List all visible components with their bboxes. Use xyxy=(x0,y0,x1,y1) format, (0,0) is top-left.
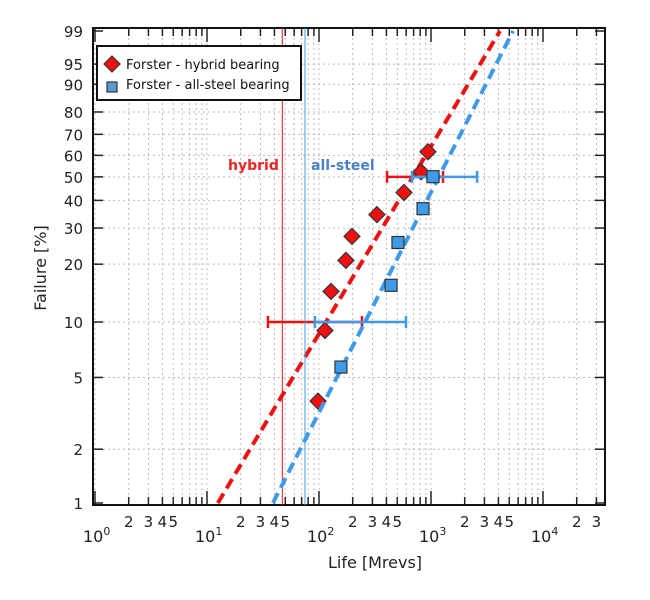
y-axis-label: Failure [%] xyxy=(31,225,50,310)
data-point-hybrid xyxy=(316,321,334,340)
y-tick-label: 20 xyxy=(64,256,83,274)
data-point-steel xyxy=(391,235,405,250)
x-axis-label: Life [Mrevs] xyxy=(328,553,422,572)
legend-label: Forster - hybrid bearing xyxy=(126,58,280,73)
x-minor-label: 2 xyxy=(348,513,358,531)
y-tick-label: 60 xyxy=(64,147,83,165)
data-point-hybrid xyxy=(368,205,386,224)
legend-label: Forster - all-steel bearing xyxy=(126,78,290,93)
y-tick-label: 2 xyxy=(73,441,83,459)
fit-line xyxy=(216,29,502,505)
data-point-hybrid xyxy=(343,227,361,246)
fit-line xyxy=(271,30,515,504)
legend-box xyxy=(96,45,302,101)
y-tick-label: 80 xyxy=(64,104,83,122)
x-minor-label: 3 xyxy=(592,513,602,531)
x-decade-label: 100 xyxy=(83,525,110,546)
y-tick-label: 5 xyxy=(73,369,83,387)
x-minor-label: 3 xyxy=(144,513,154,531)
plot-frame xyxy=(92,27,606,506)
x-minor-label: 4 xyxy=(494,513,504,531)
reference-label: hybrid xyxy=(228,158,279,174)
x-decade-label: 101 xyxy=(195,525,222,546)
data-point-steel xyxy=(384,278,398,292)
x-minor-label: 5 xyxy=(505,513,515,531)
reference-label: all-steel xyxy=(311,158,375,174)
data-point-hybrid xyxy=(337,251,355,270)
y-tick-label: 1 xyxy=(73,495,83,513)
y-tick-label: 95 xyxy=(64,56,83,74)
data-point-steel xyxy=(426,170,440,184)
data-point-hybrid xyxy=(322,282,340,301)
data-point-hybrid xyxy=(419,142,437,161)
x-minor-label: 3 xyxy=(368,513,378,531)
y-tick-label: 70 xyxy=(64,126,83,144)
x-decade-label: 103 xyxy=(419,525,446,546)
data-point-steel xyxy=(416,202,430,216)
x-minor-label: 5 xyxy=(281,513,291,531)
x-minor-label: 4 xyxy=(158,513,168,531)
data-point-hybrid xyxy=(395,183,413,202)
x-minor-label: 3 xyxy=(480,513,490,531)
x-minor-label: 2 xyxy=(124,513,134,531)
x-minor-label: 4 xyxy=(382,513,392,531)
x-minor-label: 4 xyxy=(270,513,280,531)
y-tick-label: 40 xyxy=(64,192,83,210)
x-minor-label: 2 xyxy=(460,513,470,531)
y-tick-label: 50 xyxy=(64,169,83,187)
y-tick-label: 10 xyxy=(64,314,83,332)
y-tick-label: 90 xyxy=(64,76,83,94)
y-tick-label: 30 xyxy=(64,220,83,238)
x-decade-label: 102 xyxy=(307,525,334,546)
x-minor-label: 2 xyxy=(572,513,582,531)
y-tick-label: 99 xyxy=(64,23,83,41)
x-minor-label: 3 xyxy=(256,513,266,531)
x-minor-label: 5 xyxy=(169,513,179,531)
x-minor-label: 5 xyxy=(393,513,403,531)
data-point-steel xyxy=(334,360,348,374)
legend-square-icon xyxy=(106,81,118,93)
x-minor-label: 2 xyxy=(236,513,246,531)
legend-diamond-icon xyxy=(103,55,121,73)
x-decade-label: 104 xyxy=(531,525,558,546)
